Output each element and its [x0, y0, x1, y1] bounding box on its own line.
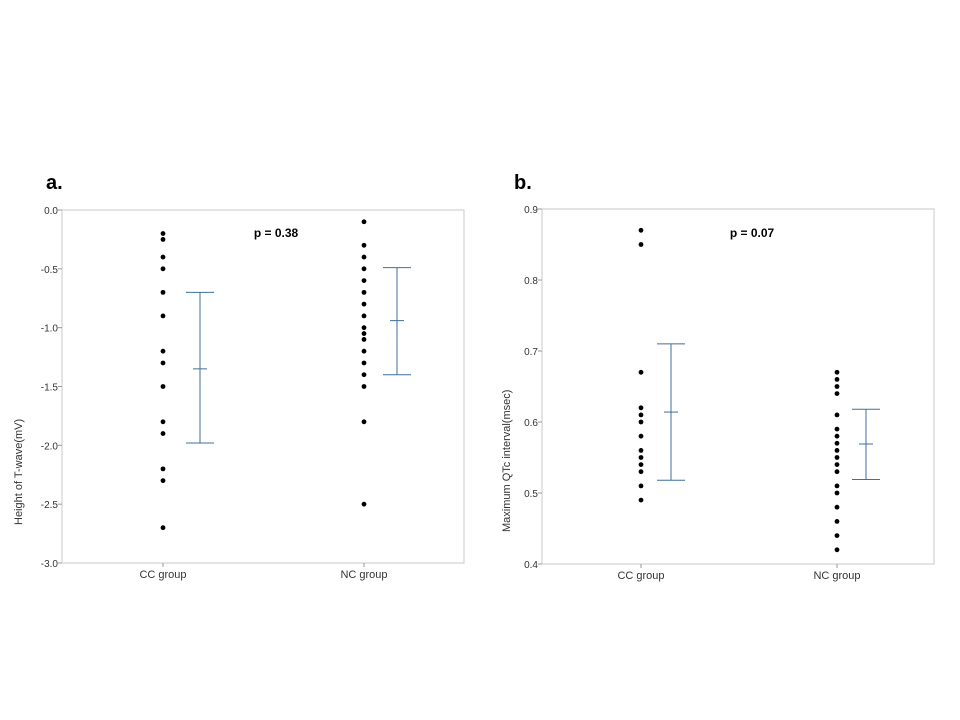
x-tick-label: NC group [340, 569, 387, 581]
y-axis-label: Maximum QTc interval(msec) [501, 390, 513, 532]
p-value-annotation: p = 0.07 [730, 226, 775, 240]
data-point [160, 466, 166, 472]
data-point [160, 254, 166, 260]
data-point [638, 497, 644, 503]
data-point [638, 419, 644, 425]
data-point [834, 369, 840, 375]
data-point [361, 254, 367, 260]
panel-b-label: b. [514, 172, 532, 194]
y-tick-label: 0.7 [524, 347, 538, 358]
data-point [160, 237, 166, 242]
y-tick-label: -1.0 [41, 324, 59, 335]
y-tick-label: 0.9 [524, 205, 538, 216]
data-point [361, 301, 367, 307]
data-point [834, 391, 840, 396]
data-point [834, 440, 840, 446]
y-tick-label: -1.5 [41, 383, 59, 394]
panel-a-label: a. [46, 172, 63, 194]
data-point [361, 331, 367, 336]
plot-frame [541, 208, 935, 565]
data-point [638, 227, 644, 233]
data-point [638, 405, 644, 411]
data-point [361, 384, 367, 389]
y-tick-label: 0.4 [524, 560, 538, 571]
data-point [638, 483, 644, 489]
data-point [834, 377, 840, 382]
data-point [638, 433, 644, 439]
data-point [834, 455, 840, 460]
data-point [160, 525, 166, 531]
p-value-annotation: p = 0.38 [254, 226, 299, 240]
data-point [638, 369, 644, 375]
data-point [834, 490, 840, 496]
data-point [160, 348, 166, 354]
data-point [638, 462, 644, 467]
data-point [361, 360, 367, 366]
y-tick-label: -3.0 [41, 559, 59, 570]
y-axis-label: Height of T-wave(mV) [13, 419, 25, 525]
y-tick-label: 0.6 [524, 418, 538, 429]
y-tick-label: -0.5 [41, 265, 59, 276]
data-point [834, 469, 840, 475]
data-point [834, 504, 840, 510]
data-point [834, 533, 840, 538]
data-point [160, 384, 166, 389]
data-point [834, 519, 840, 524]
data-point [160, 478, 166, 484]
data-point [160, 360, 166, 366]
data-point [834, 384, 840, 389]
data-point [638, 455, 644, 460]
data-point [834, 547, 840, 553]
data-point [160, 313, 166, 319]
y-tick-label: -2.5 [41, 500, 59, 511]
data-point [638, 242, 644, 247]
data-point [160, 289, 166, 295]
data-point [361, 325, 367, 331]
data-point [160, 419, 166, 425]
data-point [361, 289, 367, 295]
y-tick-label: 0.5 [524, 489, 538, 500]
data-point [361, 313, 367, 319]
data-point [638, 448, 644, 453]
data-point [361, 242, 367, 248]
data-point [834, 448, 840, 453]
data-point [834, 412, 840, 418]
y-tick-label: 0.8 [524, 276, 538, 287]
x-tick-label: CC group [139, 569, 186, 581]
x-tick-label: CC group [617, 570, 664, 582]
data-point [361, 372, 367, 378]
data-point [361, 348, 367, 354]
y-tick-label: -2.0 [41, 441, 59, 452]
data-point [361, 337, 367, 342]
data-point [638, 412, 644, 418]
data-point [834, 483, 840, 489]
data-point [834, 462, 840, 467]
chart-b-plot: 0.9 0.8 0.7 0.6 0.5 0.4 Maximum QTc interval(m… [501, 205, 935, 582]
data-point [834, 426, 840, 432]
plot-frame [61, 209, 465, 564]
data-point [160, 231, 166, 236]
chart-a-plot: 0.0 -0.5 -1.0 -1.5 -2.0 -2.5 -3.0 Height of T-w… [13, 206, 465, 581]
x-tick-label: NC group [813, 570, 860, 582]
data-point [638, 469, 644, 475]
data-point [361, 278, 367, 283]
data-point [361, 266, 367, 272]
data-point [160, 266, 166, 272]
data-point [834, 433, 840, 439]
data-point [361, 419, 367, 425]
data-point [160, 431, 166, 436]
y-tick-label: 0.0 [44, 206, 58, 217]
data-point [361, 219, 367, 225]
data-point [361, 501, 367, 507]
